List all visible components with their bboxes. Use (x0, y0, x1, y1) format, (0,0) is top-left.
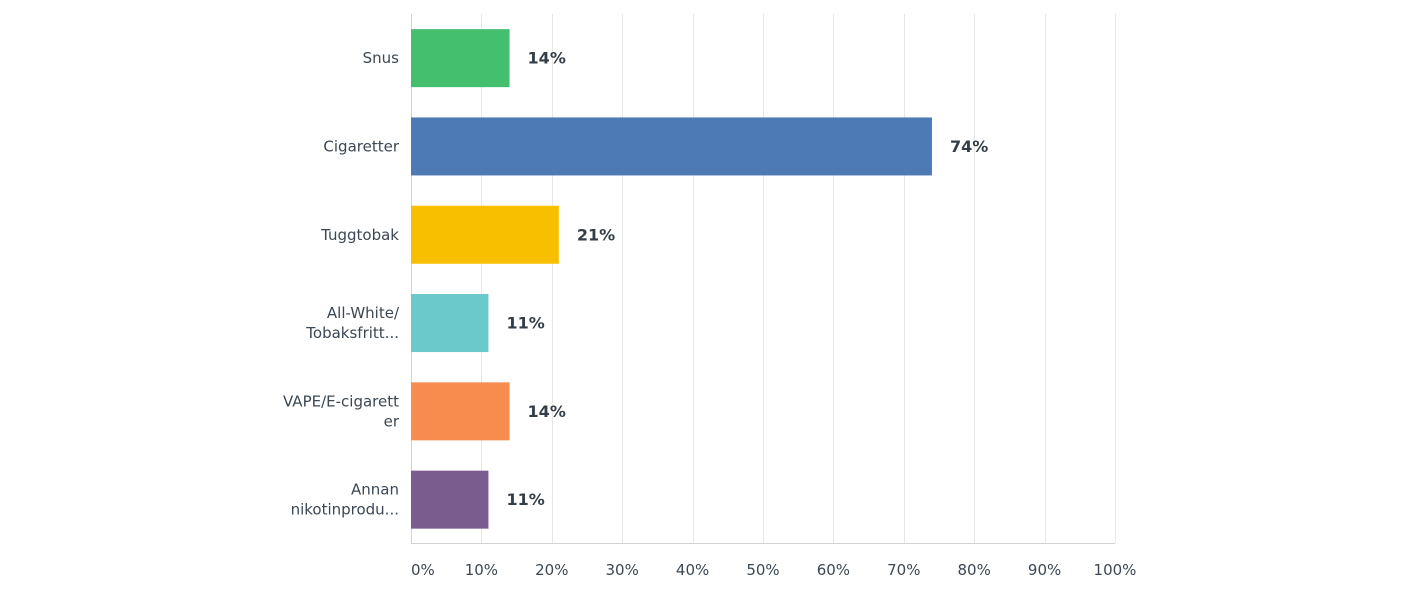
x-tick-label-50: 50% (746, 561, 779, 579)
bar-1 (411, 117, 932, 176)
value-label-2: 21% (577, 225, 615, 244)
value-label-0: 14% (528, 49, 566, 68)
category-label-line: Tuggtobak (320, 225, 399, 243)
category-labels: Snus Cigaretter Tuggtobak All-White/Tobaksf… (283, 49, 400, 519)
bar-3 (411, 294, 489, 353)
x-tick-label-10: 10% (465, 561, 498, 579)
x-tick-label-90: 90% (1028, 561, 1061, 579)
x-tick-label-60: 60% (817, 561, 850, 579)
category-label-1: Cigaretter (323, 137, 399, 155)
x-tick-label-20: 20% (535, 561, 568, 579)
category-label-line: Cigaretter (323, 137, 399, 155)
category-label-line: Annan (351, 480, 399, 498)
category-label-2: Tuggtobak (320, 225, 399, 243)
category-label-line: All-White/ (327, 304, 400, 322)
category-label-3: All-White/Tobaksfritt... (305, 304, 400, 342)
bar-0 (411, 29, 510, 88)
bar-5 (411, 470, 489, 529)
value-label-4: 14% (528, 402, 566, 421)
category-label-4: VAPE/E-cigarett er (283, 392, 400, 430)
value-label-5: 11% (506, 490, 544, 509)
x-tick-label-80: 80% (958, 561, 991, 579)
bars (411, 29, 932, 529)
value-labels: 14% 74% 21% 11% 14% 11% (506, 49, 988, 509)
category-label-5: Annan nikotinprodu... (291, 480, 399, 518)
category-label-line: nikotinprodu... (291, 500, 399, 518)
category-label-line: Snus (363, 49, 400, 67)
category-label-line: VAPE/E-cigarett (283, 392, 399, 410)
x-tick-label-40: 40% (676, 561, 709, 579)
bar-2 (411, 205, 559, 264)
category-label-line: er (384, 412, 400, 430)
category-label-line: Tobaksfritt... (305, 324, 399, 342)
x-tick-label-0: 0% (411, 561, 435, 579)
value-label-1: 74% (950, 137, 988, 156)
x-tick-label-30: 30% (606, 561, 639, 579)
x-tick-label-100: 100% (1094, 561, 1137, 579)
category-label-0: Snus (363, 49, 400, 67)
x-axis-tick-labels: 0% 10% 20% 30% 40% 50% 60% 70% 80% 90% 100% (411, 561, 1136, 579)
value-label-3: 11% (506, 314, 544, 333)
gridlines (411, 14, 1116, 544)
x-tick-label-70: 70% (887, 561, 920, 579)
bar-4 (411, 382, 510, 441)
